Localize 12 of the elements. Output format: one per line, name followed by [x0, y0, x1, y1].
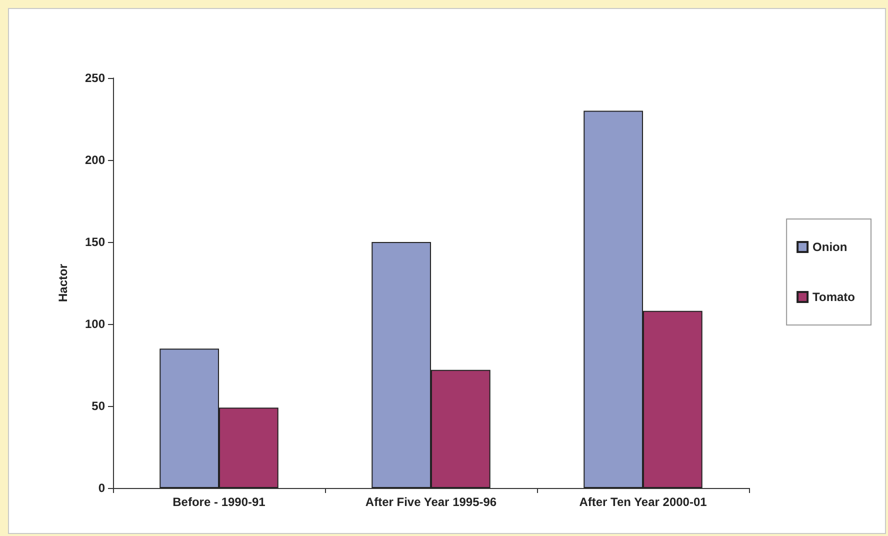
x-tick-label: After Five Year 1995-96 — [365, 495, 497, 509]
x-tick-label: After Ten Year 2000-01 — [579, 495, 708, 509]
legend-label: Onion — [812, 240, 848, 254]
y-tick-label: 0 — [98, 481, 106, 495]
y-tick-label: 50 — [92, 399, 106, 413]
legend-label: Tomato — [812, 290, 856, 304]
y-tick-label: 200 — [84, 153, 106, 167]
y-tick-label: 250 — [84, 71, 106, 85]
y-tick-label: 100 — [84, 317, 106, 331]
y-tick-label: 150 — [84, 235, 106, 249]
y-axis-title: Hactor — [56, 264, 70, 302]
x-tick-label: Before - 1990-91 — [172, 495, 266, 509]
